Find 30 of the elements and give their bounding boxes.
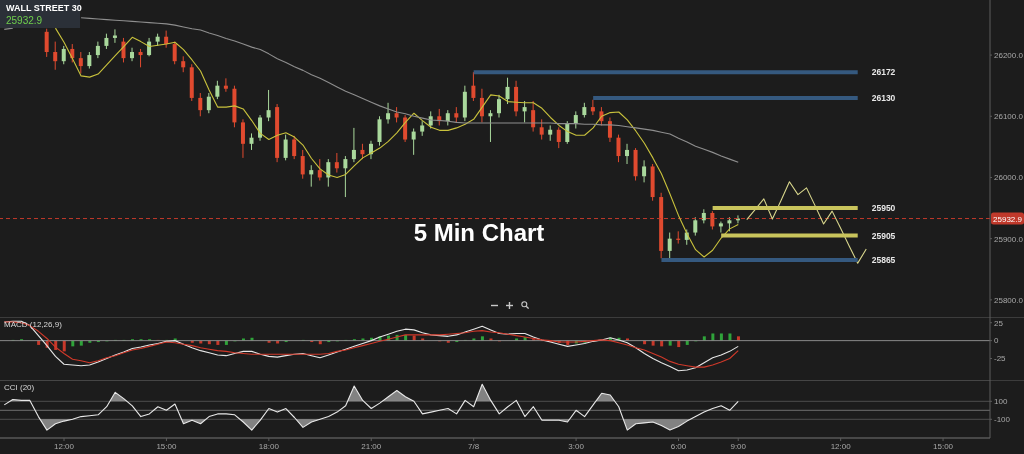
series-label: 25865 bbox=[871, 255, 896, 266]
x-tick-label: 3:00 bbox=[568, 441, 585, 451]
x-tick-label: 12:00 bbox=[53, 441, 75, 451]
series-label: 25950 bbox=[871, 203, 896, 214]
chart-title: CCI (20) bbox=[4, 383, 35, 392]
series-label: 26130 bbox=[871, 92, 896, 103]
y-tick-label: -25 bbox=[994, 354, 1007, 364]
y-tick-label: 25800.0 bbox=[994, 295, 1024, 305]
title-panel: WALL STREET 30 25932.9 bbox=[0, 0, 80, 28]
annotation: 5 Min Chart bbox=[413, 219, 545, 247]
y-tick-label: 26000.0 bbox=[994, 173, 1024, 183]
y-tick-label: 26100.0 bbox=[994, 112, 1024, 122]
x-tick-label: 12:00 bbox=[830, 441, 852, 451]
x-tick-label: 15:00 bbox=[156, 441, 177, 451]
y-tick-label: 0 bbox=[994, 336, 999, 346]
x-tick-label: 9:00 bbox=[730, 441, 747, 451]
x-tick-label: 21:00 bbox=[361, 441, 382, 451]
x-tick-label: 6:00 bbox=[670, 441, 687, 451]
series-label: 26172 bbox=[871, 67, 896, 78]
y-tick-label: 25900.0 bbox=[994, 234, 1024, 244]
x-tick-label: 7/8 bbox=[468, 441, 480, 451]
y-tick-label: 100 bbox=[994, 397, 1008, 407]
y-tick-label: 26200.0 bbox=[994, 50, 1024, 60]
series-label: 25905 bbox=[871, 230, 896, 241]
y-tick-label: -100 bbox=[994, 415, 1011, 425]
y-tick-label: 25 bbox=[994, 318, 1004, 328]
x-tick-label: 18:00 bbox=[258, 441, 280, 451]
ref-line-label: 25932.9 bbox=[993, 214, 1023, 224]
x-tick-label: 15:00 bbox=[933, 441, 954, 451]
chart-title: WALL STREET 30 bbox=[6, 3, 82, 14]
